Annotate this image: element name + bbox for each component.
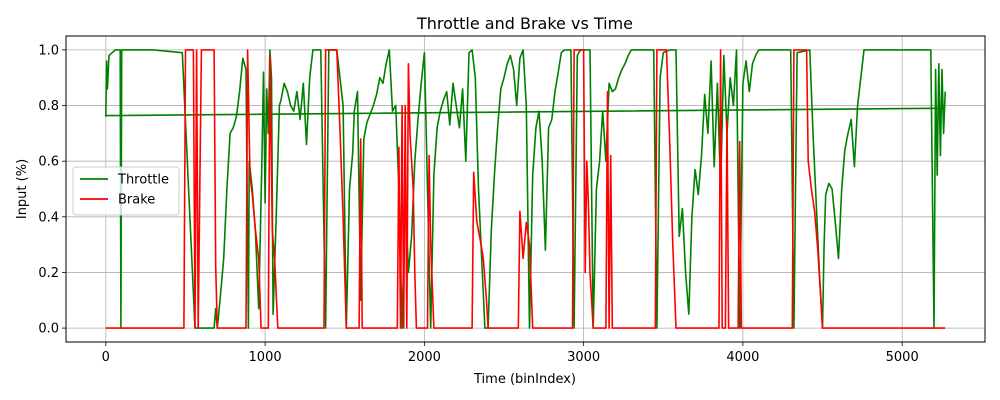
y-axis-ticks: 0.0 0.2 0.4 0.6 0.8 1.0: [38, 43, 66, 337]
x-tick-label: 3000: [567, 350, 600, 365]
y-tick-label: 0.4: [38, 210, 59, 225]
series-layer: [105, 49, 946, 329]
y-axis-label: Input (%): [15, 159, 30, 219]
x-axis-ticks: 0 1000 2000 3000 4000 5000: [102, 342, 919, 365]
x-tick-label: 2000: [408, 350, 441, 365]
y-tick-label: 1.0: [38, 43, 59, 58]
y-tick-label: 0.8: [38, 99, 59, 114]
x-tick-label: 1000: [249, 350, 282, 365]
series-brake-line: [105, 49, 946, 329]
legend-throttle-label: Throttle: [117, 173, 169, 188]
legend: Throttle Brake: [72, 166, 180, 216]
y-tick-label: 0.0: [38, 322, 59, 337]
y-tick-label: 0.2: [38, 266, 59, 281]
plot-frame: [65, 35, 986, 343]
legend-brake-label: Brake: [118, 193, 155, 208]
x-tick-label: 4000: [726, 350, 759, 365]
x-tick-label: 5000: [886, 350, 919, 365]
x-tick-label: 0: [102, 350, 110, 365]
x-axis-label: Time (binIndex): [473, 372, 576, 387]
chart-title: Throttle and Brake vs Time: [416, 14, 633, 33]
y-tick-label: 0.6: [38, 155, 59, 170]
